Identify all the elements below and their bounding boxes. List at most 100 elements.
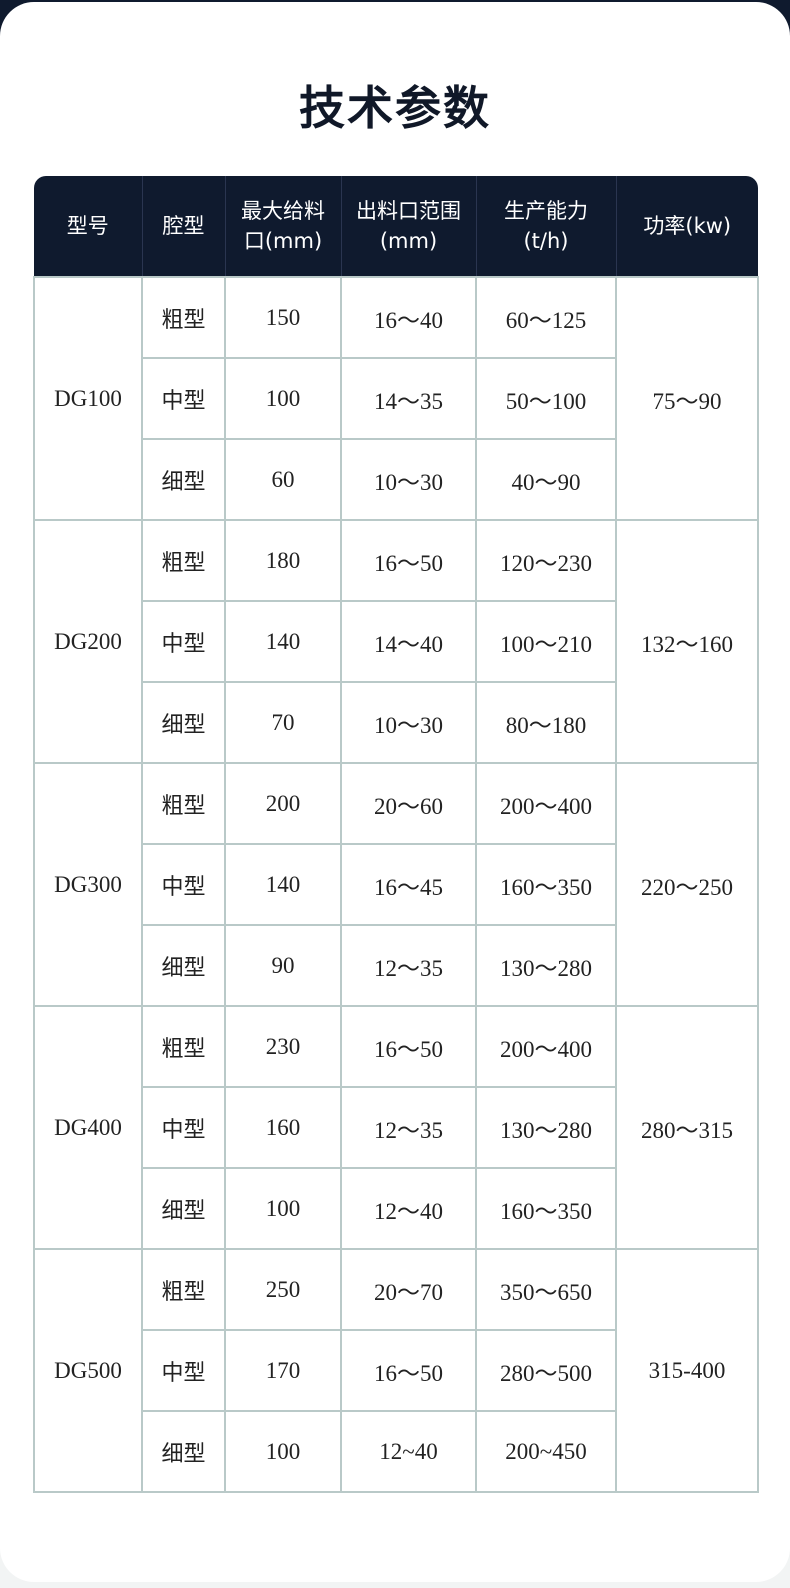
max-feed-cell: 70 [224,681,342,764]
max-feed-cell: 170 [224,1329,342,1412]
discharge-range-cell: 12～35 [340,1086,477,1169]
model-cell: DG400 [33,1005,143,1250]
capacity-cell: 200～400 [475,762,617,845]
cavity-cell: 粗型 [141,762,226,845]
cavity-cell: 粗型 [141,276,226,359]
cavity-cell: 粗型 [141,519,226,602]
cavity-cell: 细型 [141,924,226,1007]
header-text: 生产能力 [504,199,588,223]
table-row: 中型 140 16～45 160～350 [34,843,758,926]
capacity-cell: 160～350 [475,1167,617,1250]
column-header-model: 型号 [34,176,142,277]
table-row: 中型 160 12～35 130～280 [34,1086,758,1169]
max-feed-cell: 140 [224,843,342,926]
max-feed-cell: 230 [224,1005,342,1088]
capacity-cell: 120～230 [475,519,617,602]
cavity-cell: 细型 [141,1167,226,1250]
cavity-cell: 粗型 [141,1005,226,1088]
table-row: 细型 60 10～30 40～90 [34,438,758,521]
max-feed-cell: 60 [224,438,342,521]
capacity-cell: 160～350 [475,843,617,926]
discharge-range-cell: 10～30 [340,438,477,521]
discharge-range-cell: 14～40 [340,600,477,683]
table-row: 细型 100 12~40 200~450 [34,1410,758,1493]
column-header-power: 功率(kw) [615,176,758,277]
max-feed-cell: 90 [224,924,342,1007]
table-row: DG300 粗型 200 20～60 200～400 220～250 [33,762,759,1007]
table-row: DG200 粗型 180 16～50 120～230 132～160 [33,519,759,764]
table-row: 中型 170 16～50 280～500 [34,1329,758,1412]
discharge-range-cell: 16～50 [340,1329,477,1412]
max-feed-cell: 250 [224,1248,342,1331]
max-feed-cell: 100 [224,1410,342,1493]
header-text: (mm) [379,229,438,253]
cavity-cell: 细型 [141,438,226,521]
page-title: 技术参数 [299,81,491,135]
max-feed-cell: 140 [224,600,342,683]
capacity-cell: 350～650 [475,1248,617,1331]
capacity-cell: 40～90 [475,438,617,521]
discharge-range-cell: 20～70 [340,1248,477,1331]
max-feed-cell: 100 [224,1167,342,1250]
table-row: 细型 90 12～35 130～280 [34,924,758,1007]
cavity-cell: 中型 [141,843,226,926]
model-cell: DG300 [33,762,143,1007]
capacity-cell: 130～280 [475,924,617,1007]
power-cell: 315-400 [615,1248,759,1493]
cavity-cell: 中型 [141,357,226,440]
power-cell: 220～250 [615,762,759,1007]
discharge-range-cell: 10～30 [340,681,477,764]
max-feed-cell: 180 [224,519,342,602]
discharge-range-cell: 16～40 [340,276,477,359]
capacity-cell: 100～210 [475,600,617,683]
max-feed-cell: 200 [224,762,342,845]
column-header-cavity: 腔型 [141,176,225,277]
power-cell: 280～315 [615,1005,759,1250]
table-row: 中型 140 14～40 100～210 [34,600,758,683]
discharge-range-cell: 12～35 [340,924,477,1007]
table-row: DG100 粗型 150 16～40 60～125 75～90 [33,276,759,521]
header-text: 型号 [66,214,109,238]
discharge-range-cell: 20～60 [340,762,477,845]
spec-table: 型号 腔型 最大给料 口(mm) 出料口范围 (mm) 生产能力 (t/h) 功率(kw) DG… [33,176,759,1493]
header-text: 口(mm) [243,229,323,253]
header-text: 出料口范围 [356,199,461,223]
table-row: 细型 100 12～40 160～350 [34,1167,758,1250]
cavity-cell: 中型 [141,1329,226,1412]
power-cell: 132～160 [615,519,759,764]
table-body: DG100 粗型 150 16～40 60～125 75～90 中型 100 14～35 50～1… [33,276,759,1493]
model-cell: DG100 [33,276,143,521]
discharge-range-cell: 12~40 [340,1410,477,1493]
header-text: 腔型 [162,214,205,238]
capacity-cell: 50～100 [475,357,617,440]
model-cell: DG200 [33,519,143,764]
capacity-cell: 80～180 [475,681,617,764]
discharge-range-cell: 16～50 [340,1005,477,1088]
table-row: 细型 70 10～30 80～180 [34,681,758,764]
table-row: DG500 粗型 250 20～70 350～650 315-400 [33,1248,759,1493]
capacity-cell: 130～280 [475,1086,617,1169]
cavity-cell: 中型 [141,600,226,683]
column-header-max-feed: 最大给料口(mm) [224,176,341,277]
header-text: 最大给料 [241,199,325,223]
column-header-discharge-range: 出料口范围 (mm) [340,176,476,277]
discharge-range-cell: 12～40 [340,1167,477,1250]
table-row: DG400 粗型 230 16～50 200～400 280～315 [33,1005,759,1250]
max-feed-cell: 100 [224,357,342,440]
capacity-cell: 60～125 [475,276,617,359]
power-cell: 75～90 [615,276,759,521]
table-header: 型号 腔型 最大给料 口(mm) 出料口范围 (mm) 生产能力 (t/h) 功率(kw) [34,176,758,277]
cavity-cell: 细型 [141,1410,226,1493]
max-feed-cell: 150 [224,276,342,359]
header-text: (t/h) [523,229,569,253]
model-cell: DG500 [33,1248,143,1493]
table-row: 中型 100 14～35 50～100 [34,357,758,440]
cavity-cell: 粗型 [141,1248,226,1331]
cavity-cell: 细型 [141,681,226,764]
discharge-range-cell: 14～35 [340,357,477,440]
cavity-cell: 中型 [141,1086,226,1169]
column-header-capacity: 生产能力 (t/h) [475,176,616,277]
header-text: 功率(kw) [643,214,732,238]
discharge-range-cell: 16～45 [340,843,477,926]
capacity-cell: 200~450 [475,1410,617,1493]
